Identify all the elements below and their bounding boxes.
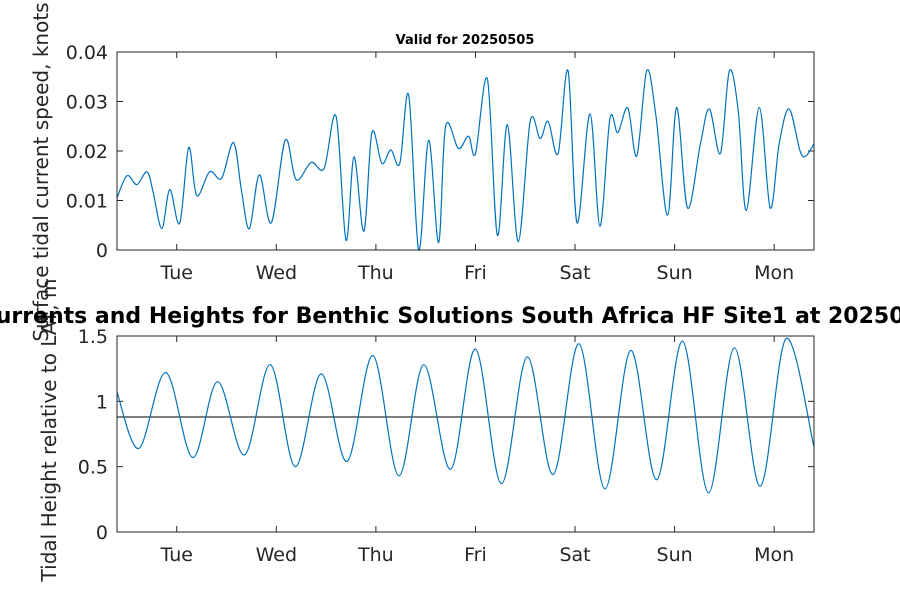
x-tick-label: Wed (256, 262, 297, 284)
top-chart-title: Valid for 20250505 (396, 33, 535, 48)
main-chart-title: Currents and Heights for Benthic Solutio… (0, 304, 900, 329)
x-tick-label: Wed (256, 544, 297, 566)
x-tick-label: Mon (754, 262, 794, 284)
x-tick-label: Sun (657, 262, 693, 284)
tidal-height-axes: 0 0.5 1 1.5 Tue Wed Thu Fri Sat Sun Mon Tidal Heigh… (37, 279, 815, 583)
y-tick-label: 0.03 (66, 92, 108, 114)
x-tick-label: Mon (754, 544, 794, 566)
y-tick-label: 0 (96, 522, 108, 544)
x-tick-label: Sat (559, 262, 590, 284)
y-tick-label: 0.01 (66, 191, 108, 213)
y-axis-label: Tidal Height relative to LAT, m (37, 279, 61, 583)
series-line (116, 337, 815, 494)
axes-box (116, 335, 815, 533)
y-tick-label: 1 (96, 391, 108, 413)
y-tick-label: 0.02 (66, 141, 108, 163)
x-tick-label: Sat (559, 544, 590, 566)
x-tick-label: Tue (160, 544, 193, 566)
y-tick-label: 1.5 (78, 326, 108, 348)
y-axis-label: Surface tidal current speed, knots (29, 2, 53, 341)
x-tick-label: Tue (160, 262, 193, 284)
x-tick-label: Fri (464, 262, 487, 284)
x-tick-label: Fri (464, 544, 487, 566)
axes-box (116, 51, 815, 251)
y-tick-label: 0.5 (78, 457, 108, 479)
current-speed-axes: 0 0.01 0.02 0.03 0.04 Tue Wed Thu Fri Sat Sun Mon Su… (29, 2, 815, 342)
x-tick-label: Thu (357, 262, 394, 284)
x-tick-label: Thu (357, 544, 394, 566)
x-tick-label: Sun (657, 544, 693, 566)
y-tick-label: 0.04 (66, 42, 108, 64)
series-line (116, 68, 815, 251)
y-tick-label: 0 (96, 240, 108, 262)
